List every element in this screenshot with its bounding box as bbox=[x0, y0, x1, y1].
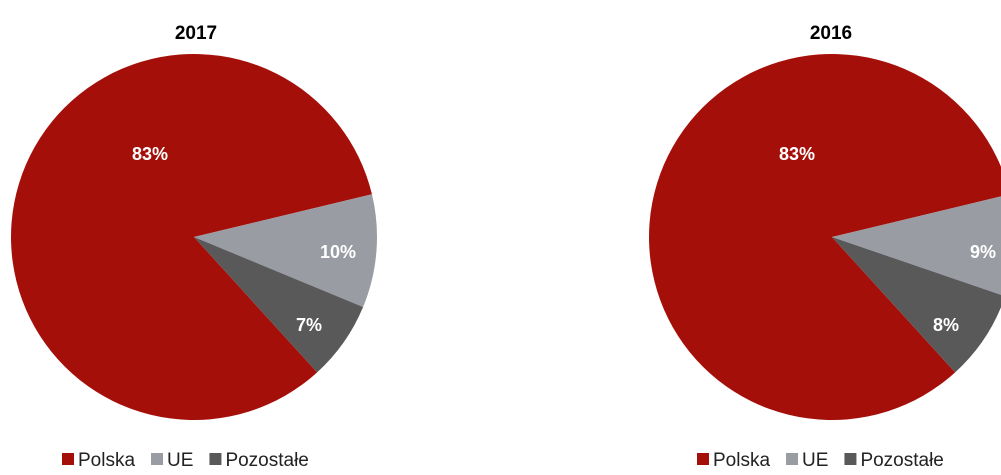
legend: Polska UE Pozostałe bbox=[697, 450, 944, 471]
slice-label-pozostale: 8% bbox=[933, 315, 959, 335]
pie-chart-2016: 2016 83% 9% 8% Polska UE Pozostałe bbox=[649, 23, 1001, 471]
legend-label-pozostale: Pozostałe bbox=[225, 450, 308, 471]
pie-slice-pozostale bbox=[194, 237, 364, 373]
legend-swatch-pozostale bbox=[209, 453, 222, 465]
legend: Polska UE Pozostałe bbox=[62, 450, 309, 471]
chart-title: 2017 bbox=[175, 23, 217, 44]
slice-label-ue: 10% bbox=[320, 242, 356, 262]
pie-chart-2017: 2017 83% 10% 7% Polska UE Pozostałe bbox=[10, 23, 378, 471]
slice-label-polska: 83% bbox=[779, 144, 815, 164]
pie-slice-ue bbox=[194, 194, 378, 308]
slice-label-polska: 83% bbox=[132, 144, 168, 164]
slice-label-ue: 9% bbox=[970, 242, 996, 262]
legend-swatch-ue bbox=[151, 453, 164, 465]
slice-label-pozostale: 7% bbox=[296, 315, 322, 335]
legend-label-polska: Polska bbox=[713, 450, 770, 471]
legend-label-ue: UE bbox=[167, 450, 193, 471]
chart-title: 2016 bbox=[810, 23, 852, 44]
pie-slice-polska bbox=[10, 54, 372, 421]
legend-label-ue: UE bbox=[802, 450, 828, 471]
legend-swatch-pozostale bbox=[844, 453, 857, 465]
legend-swatch-ue bbox=[786, 453, 799, 465]
pie-slice-ue bbox=[832, 196, 1001, 295]
legend-label-polska: Polska bbox=[78, 450, 135, 471]
legend-swatch-polska bbox=[62, 453, 74, 465]
legend-label-pozostale: Pozostałe bbox=[860, 450, 943, 471]
pie-slice-pozostale bbox=[832, 237, 1001, 373]
pie-slice-polska bbox=[649, 54, 1001, 421]
legend-swatch-polska bbox=[697, 453, 709, 465]
